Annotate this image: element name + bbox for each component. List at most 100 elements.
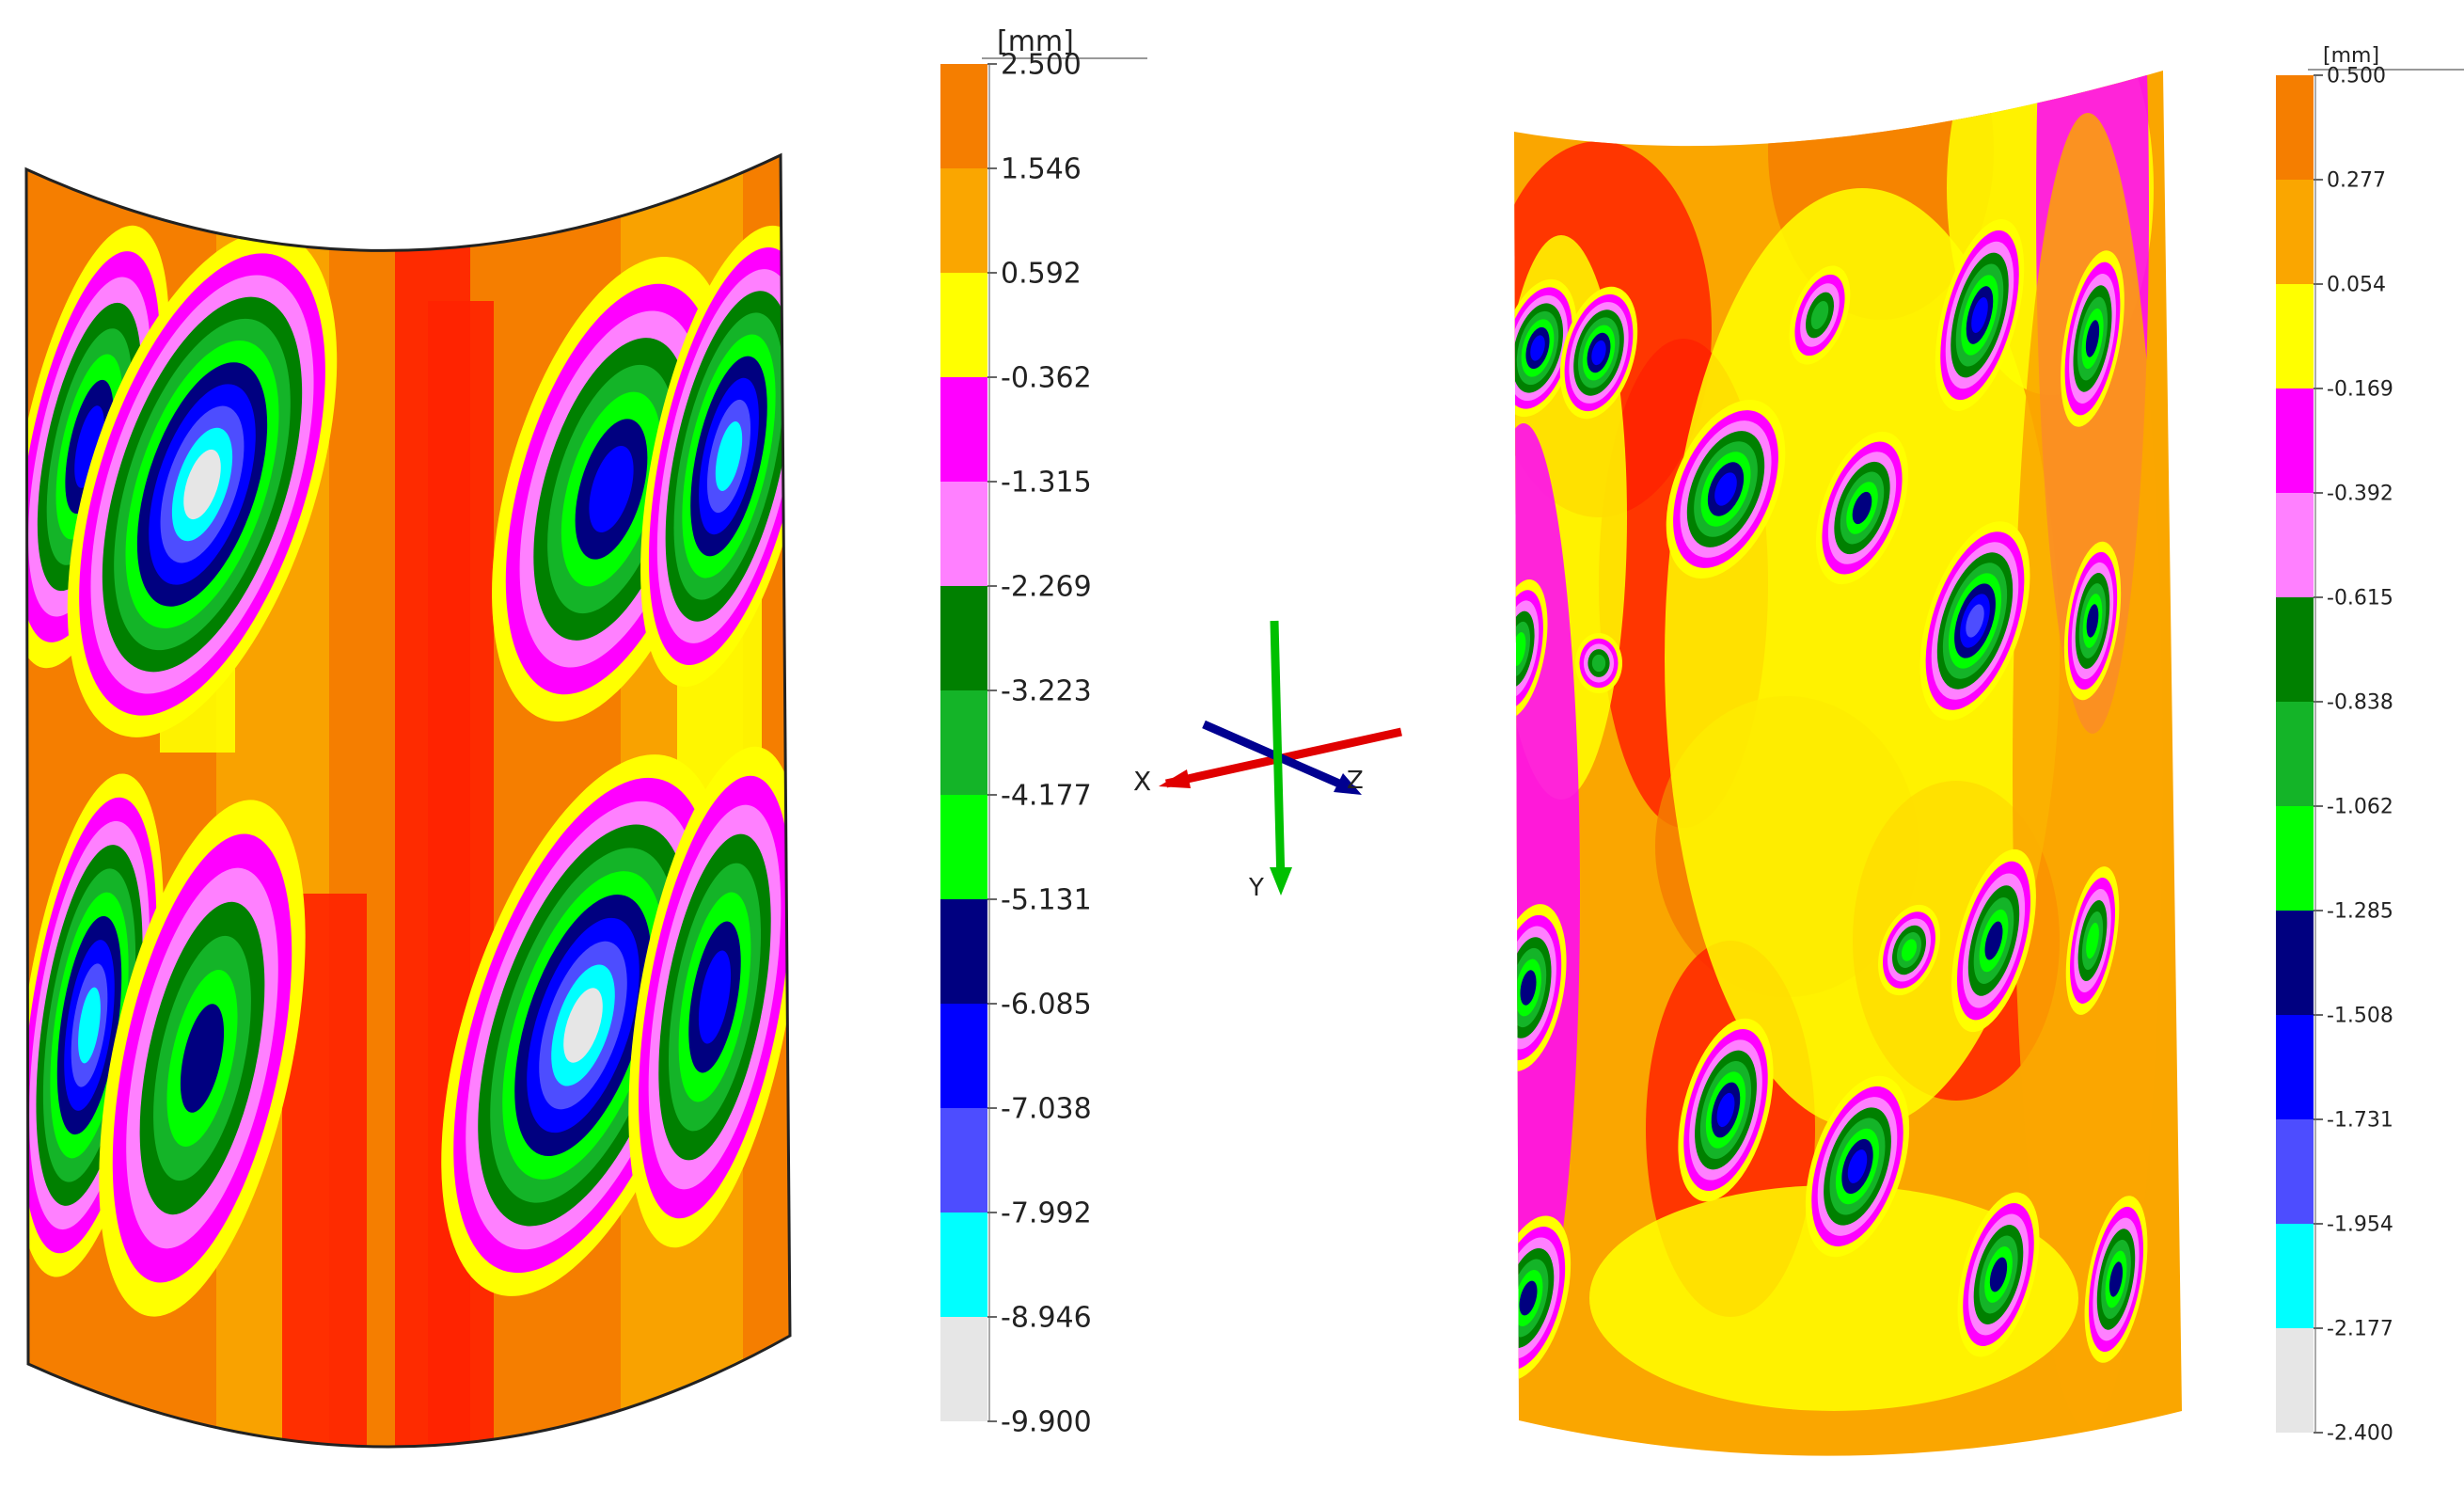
right-color-scale: [mm]0.500 0.277 0.054 -0.169 -0.392 -0.615 -0.…: [2276, 44, 2464, 1446]
contour-ring: [1591, 340, 1606, 366]
right-cylinder-deviation-map: [1514, 71, 2182, 1456]
contour-ring: [1520, 970, 1537, 1006]
deformation-lobe: [1514, 278, 1577, 418]
right-scale-band: [2276, 702, 2314, 806]
right-scale-band: [2276, 284, 2314, 388]
contour-ring: [698, 950, 732, 1044]
right-scale-band: [2276, 1224, 2314, 1328]
left-scale-value: -8.946: [1001, 1302, 1092, 1335]
right-scale-value: -1.954: [2327, 1213, 2393, 1237]
z-axis-label: Z: [1347, 767, 1364, 795]
left-scale-value: -6.085: [1001, 989, 1092, 1022]
right-scale-value: -1.062: [2327, 796, 2393, 819]
left-scale-value: 0.592: [1001, 258, 1082, 291]
contour-ring: [1714, 472, 1737, 506]
left-scale-band: [940, 1317, 987, 1421]
right-scale-band: [2276, 180, 2314, 284]
left-cylinder-deviation-map: [26, 155, 790, 1448]
deformation-lobe: [1789, 265, 1851, 365]
left-scale-value: -7.038: [1001, 1093, 1092, 1126]
deformation-lobe: [1575, 633, 1622, 693]
right-scale-value: -0.838: [2327, 691, 2393, 715]
contour-ring: [1847, 1149, 1868, 1183]
deformation-lobe: [1805, 1075, 1910, 1258]
contour-ring: [183, 449, 221, 520]
deformation-lobe: [1815, 431, 1909, 585]
contour-ring: [1530, 335, 1545, 361]
left-scale-band: [940, 64, 987, 168]
deformation-lobe: [1678, 1018, 1774, 1202]
right-scale-band: [2276, 597, 2314, 702]
contour-ring: [2086, 604, 2099, 638]
right-scale-value: -0.392: [2327, 483, 2393, 506]
left-scale-band: [940, 273, 987, 377]
contour-ring: [1989, 1257, 2008, 1292]
contour-ring: [563, 988, 603, 1063]
left-scale-value: -1.315: [1001, 467, 1092, 499]
deformation-lobe: [1878, 904, 1940, 996]
deformation-lobe: [99, 800, 306, 1317]
left-scale-band: [940, 168, 987, 273]
left-scale-band: [940, 377, 987, 482]
y-axis-arrow: [1270, 620, 1286, 885]
deformation-lobe: [441, 754, 725, 1296]
left-scale-band: [940, 795, 987, 899]
left-scale-value: -9.900: [1001, 1406, 1092, 1439]
left-scale-value: 1.546: [1001, 153, 1082, 186]
deformation-lobe: [2065, 866, 2120, 1015]
deformation-lobe: [2084, 1196, 2148, 1363]
right-scale-value: -1.285: [2327, 900, 2393, 924]
surface-patch: [2013, 113, 2163, 1430]
deformation-lobe: [628, 746, 790, 1248]
right-scale-value: 0.054: [2327, 274, 2386, 297]
contour-ring: [1852, 491, 1872, 525]
right-scale-value: -2.177: [2327, 1318, 2393, 1341]
deformation-lobe: [2061, 250, 2124, 427]
right-scale-band: [2276, 75, 2314, 180]
right-scale-value: 0.277: [2327, 169, 2386, 193]
deformation-lobe: [67, 231, 338, 737]
contour-ring: [1984, 921, 2003, 960]
right-scale-band: [2276, 806, 2314, 911]
right-scale-value: -2.400: [2327, 1422, 2393, 1446]
contour-ring: [78, 987, 101, 1064]
left-scale-band: [940, 690, 987, 795]
z-axis-arrowhead: [1334, 773, 1362, 795]
left-scale-band: [940, 482, 987, 586]
left-scale-value: -3.223: [1001, 675, 1092, 708]
left-scale-value: -0.362: [1001, 362, 1092, 395]
left-scale-value: -2.269: [1001, 571, 1092, 604]
left-scale-band: [940, 586, 987, 690]
contour-ring: [1971, 297, 1988, 333]
deformation-lobe: [1935, 219, 2025, 411]
y-axis-arrowhead: [1270, 867, 1292, 896]
contour-ring: [2109, 1261, 2124, 1297]
deformation-lobe: [2063, 541, 2122, 701]
right-scale-band: [2276, 493, 2314, 597]
left-scale-value: -7.992: [1001, 1197, 1092, 1230]
right-scale-band: [2276, 1328, 2314, 1433]
right-scale-value: 0.500: [2327, 65, 2386, 88]
right-scale-value: -1.731: [2327, 1109, 2393, 1133]
surface-patch: [1589, 1185, 2078, 1411]
right-scale-value: -0.615: [2327, 587, 2393, 610]
deformation-lobe: [1951, 848, 2036, 1033]
contour-ring: [74, 405, 104, 488]
left-scale-value: -4.177: [1001, 780, 1092, 813]
right-scale-band: [2276, 1015, 2314, 1119]
deformation-lobe: [640, 225, 790, 688]
left-color-scale: [mm]2.500 1.546 0.592 -0.362 -1.315 -2.269 -3.…: [940, 25, 1147, 1439]
contour-ring: [2085, 320, 2100, 357]
right-scale-value: -1.508: [2327, 1005, 2393, 1028]
left-scale-band: [940, 1213, 987, 1317]
surface-patch: [1514, 423, 1580, 1364]
axis-triad: X Z Y: [1133, 620, 1402, 902]
contour-ring: [715, 421, 743, 491]
x-axis-label: X: [1133, 766, 1151, 797]
left-deformation-lobes: [26, 225, 790, 1317]
y-axis-label: Y: [1248, 874, 1264, 902]
contour-ring: [1810, 300, 1829, 330]
contour-ring: [1902, 939, 1917, 961]
contour-ring: [1591, 654, 1606, 673]
right-deformation-lobes: [1514, 219, 2148, 1381]
